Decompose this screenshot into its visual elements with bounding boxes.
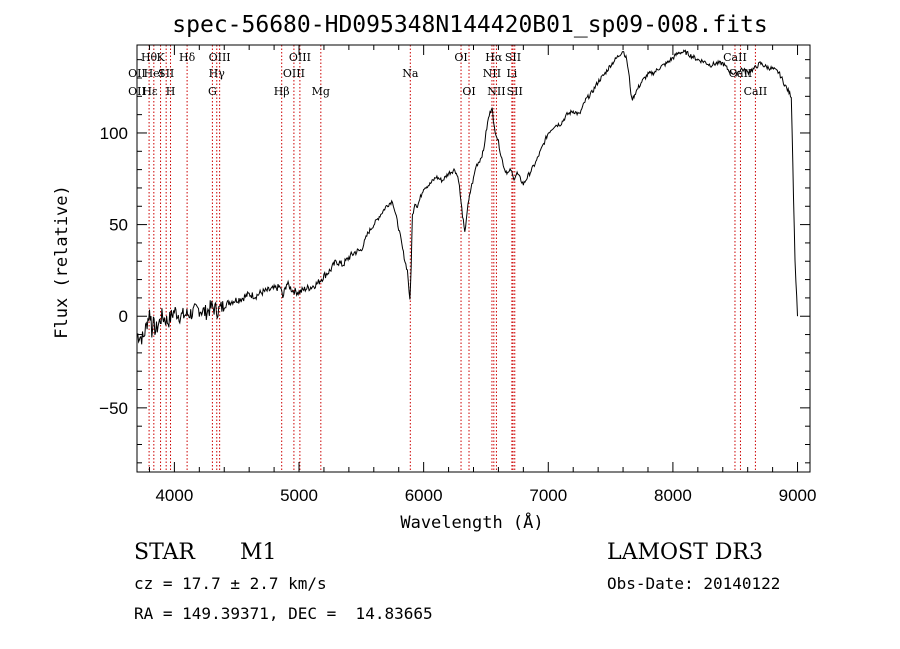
object-class: STAR: [134, 540, 195, 565]
x-axis-label: Wavelength (Å): [400, 511, 543, 533]
chart-title: spec-56680-HD095348N144420B01_sp09-008.f…: [172, 12, 767, 38]
x-tick-label: 5000: [280, 486, 318, 505]
line-marker-label: Hβ: [274, 85, 290, 98]
line-marker-label: SII: [158, 67, 174, 80]
x-tick-label: 8000: [654, 486, 692, 505]
plot-frame: [136, 44, 811, 473]
line-marker-label: Li: [506, 67, 517, 80]
y-tick-label: 50: [109, 216, 128, 235]
y-axis-ticks: −50 0 50 100: [99, 59, 810, 464]
x-tick-label: 6000: [405, 486, 443, 505]
x-tick-label: 9000: [779, 486, 817, 505]
line-marker-label: Hα: [485, 51, 503, 64]
line-marker-label: SII: [505, 51, 521, 64]
line-marker-label: Hε: [142, 85, 158, 98]
line-marker-label: OIII: [209, 51, 231, 64]
line-marker-label: OI: [454, 51, 467, 64]
y-tick-label: 0: [119, 307, 128, 326]
y-tick-label: 100: [100, 124, 128, 143]
y-axis-label: Flux (relative): [52, 185, 72, 339]
y-tick-label: −50: [99, 399, 128, 418]
x-tick-label: 4000: [155, 486, 193, 505]
line-marker-label: CaII: [723, 51, 747, 64]
line-marker-label: HeI: [144, 67, 164, 80]
line-marker-label: H: [166, 85, 176, 98]
line-marker-label: NII: [483, 67, 501, 80]
spectrum-line: [136, 49, 798, 345]
line-marker-label: Hγ: [209, 67, 226, 80]
line-marker-label: Na: [402, 67, 419, 80]
line-marker-label: Hδ: [179, 51, 196, 64]
line-markers: [148, 45, 756, 472]
x-axis-ticks: 4000 5000 6000 7000 8000 9000: [148, 45, 817, 505]
line-marker-label: NII: [487, 85, 505, 98]
line-marker-label: K: [156, 51, 165, 64]
line-marker-label: CaII: [744, 85, 768, 98]
object-subclass: M1: [240, 540, 277, 565]
coordinates: RA = 149.39371, DEC = 14.83665: [134, 604, 433, 623]
line-marker-label: G: [208, 85, 217, 98]
line-marker-label: OIII: [283, 67, 305, 80]
redshift-text: cz = 17.7 ± 2.7 km/s: [134, 574, 327, 593]
line-marker-label: OIII: [289, 51, 311, 64]
line-marker-labels: Hθ HeI K SII H Hδ G Hγ OIII Hβ OIII OIII Mg Na OI OI NII…: [128, 51, 767, 98]
line-marker-label: Hθ: [141, 51, 158, 64]
line-marker-label: SII: [507, 85, 523, 98]
x-tick-label: 7000: [529, 486, 567, 505]
line-marker-label: Mg: [312, 85, 330, 98]
survey-name: LAMOST DR3: [607, 540, 763, 565]
obs-date: Obs-Date: 20140122: [607, 574, 781, 593]
line-marker-label: OI: [462, 85, 475, 98]
